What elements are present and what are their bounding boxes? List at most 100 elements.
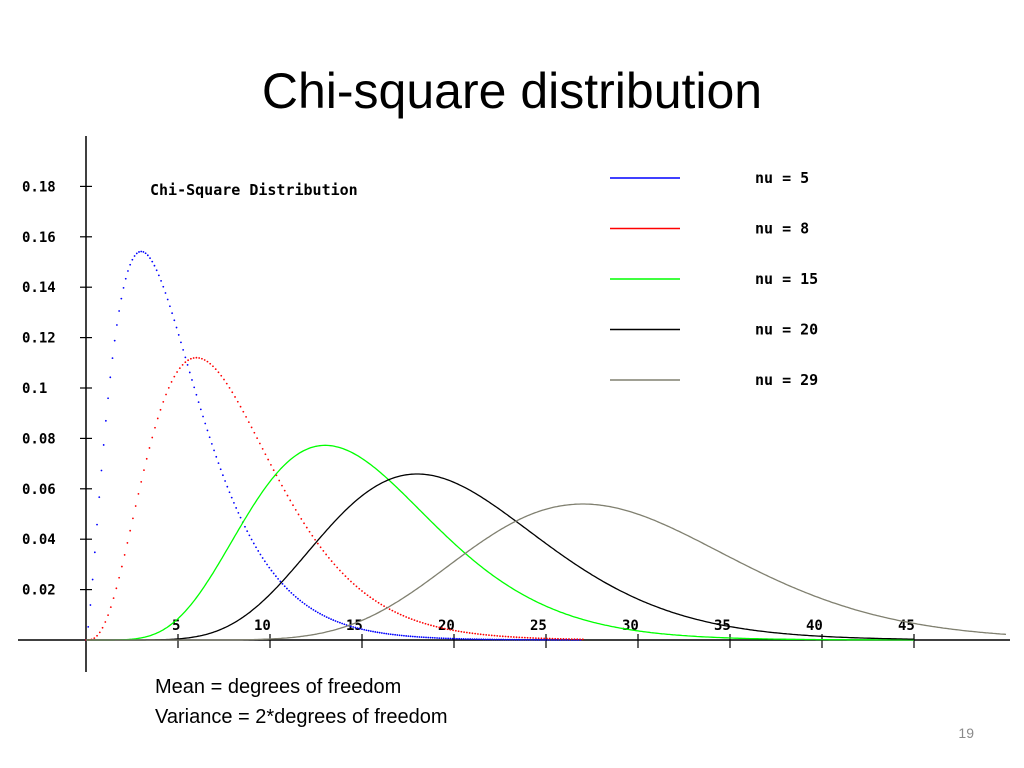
curve-point <box>146 254 149 257</box>
curve-point <box>548 638 551 641</box>
curve-point <box>159 408 162 411</box>
curve-point <box>259 553 262 556</box>
curve-point <box>504 638 507 641</box>
y-tick-label: 0.18 <box>22 179 56 195</box>
x-tick-label: 10 <box>254 618 271 634</box>
curve-nu-15 <box>86 444 914 641</box>
curve-point <box>480 638 483 641</box>
curve-point <box>456 637 458 640</box>
curve-point <box>482 633 485 636</box>
curve-point <box>137 492 140 495</box>
curve-point <box>208 436 211 439</box>
curve-point <box>411 635 414 638</box>
curve-point <box>403 634 405 637</box>
curve-point <box>109 606 112 609</box>
legend-label: nu = 5 <box>755 169 809 187</box>
curve-point <box>496 634 499 637</box>
curve-point <box>424 622 427 625</box>
curve-point <box>499 635 501 638</box>
curve-point <box>405 616 408 618</box>
curve-point <box>246 530 249 533</box>
y-tick-label: 0.08 <box>22 431 56 447</box>
curve-point <box>111 357 114 360</box>
curve-point <box>319 612 321 615</box>
curve-point <box>93 551 96 554</box>
curve-point <box>132 517 134 520</box>
curve-point <box>151 436 154 439</box>
curve-point <box>156 417 159 420</box>
slide-title: Chi-square distribution <box>261 63 763 119</box>
curve-point <box>206 429 209 432</box>
curve-point <box>325 553 328 556</box>
curve-point <box>358 627 361 630</box>
curve-point <box>279 580 282 583</box>
curve-point <box>219 468 222 471</box>
curve-point <box>237 511 240 514</box>
curve-point <box>350 580 352 583</box>
curve-point <box>540 637 543 640</box>
legend-label: nu = 15 <box>755 270 818 288</box>
curve-point <box>442 637 445 640</box>
curve-point <box>376 631 379 634</box>
curve-point <box>515 638 518 641</box>
y-tick-label: 0.1 <box>22 381 47 397</box>
curve-point <box>151 260 154 263</box>
curve-point <box>555 638 558 641</box>
curve-point <box>89 604 92 606</box>
chart-legend: nu = 5 nu = 8 nu = 15 nu = 20 nu = 29 <box>610 169 818 389</box>
curve-point <box>264 453 267 456</box>
curve-point <box>153 264 156 267</box>
curve-point <box>202 415 204 418</box>
curve-point <box>468 632 471 634</box>
curve-point <box>322 550 325 552</box>
curve-nu-5 <box>85 250 582 641</box>
curve-point <box>491 638 494 641</box>
curve-point <box>184 356 187 359</box>
y-tick-label: 0.06 <box>22 482 56 498</box>
curve-point <box>383 632 385 635</box>
curve-point <box>350 625 352 628</box>
curve-point <box>142 251 145 253</box>
curve-point <box>435 625 438 628</box>
curve-point <box>242 410 245 413</box>
curve-point <box>286 587 288 590</box>
curve-point <box>96 634 98 637</box>
curve-point <box>199 408 202 411</box>
curve-point <box>440 637 443 640</box>
curve-point <box>465 631 468 634</box>
curve-point <box>305 604 308 607</box>
curve-point <box>380 603 383 606</box>
curve-point <box>535 638 538 641</box>
curve-point <box>171 312 174 315</box>
curve-point <box>559 637 562 640</box>
curve-point <box>155 269 158 272</box>
curve-point <box>107 397 109 400</box>
curve-point <box>546 637 548 640</box>
curve-point <box>294 508 297 511</box>
curve-point <box>365 629 368 632</box>
curve-point <box>299 599 302 602</box>
curve-point <box>301 601 304 604</box>
curve-point <box>522 638 525 641</box>
x-tick-label: 5 <box>172 618 180 634</box>
curve-point <box>367 629 370 632</box>
curve-point <box>467 638 469 640</box>
curve-point <box>445 637 447 640</box>
curve-point <box>133 255 136 257</box>
curve-point <box>178 367 181 370</box>
curve-point <box>443 627 446 630</box>
curve-point <box>352 626 355 628</box>
curve-point <box>453 637 456 640</box>
curve-point <box>173 375 176 378</box>
curve-point <box>436 637 438 639</box>
curve-point <box>274 575 277 578</box>
curve-point <box>234 396 236 398</box>
curve-point <box>489 638 491 641</box>
curve-point <box>414 635 416 638</box>
curve-point <box>162 285 165 288</box>
curve-point <box>327 556 330 559</box>
curve-point <box>263 560 266 563</box>
curve-point <box>289 499 292 502</box>
curve-point <box>312 608 315 611</box>
curve-point <box>314 538 316 541</box>
